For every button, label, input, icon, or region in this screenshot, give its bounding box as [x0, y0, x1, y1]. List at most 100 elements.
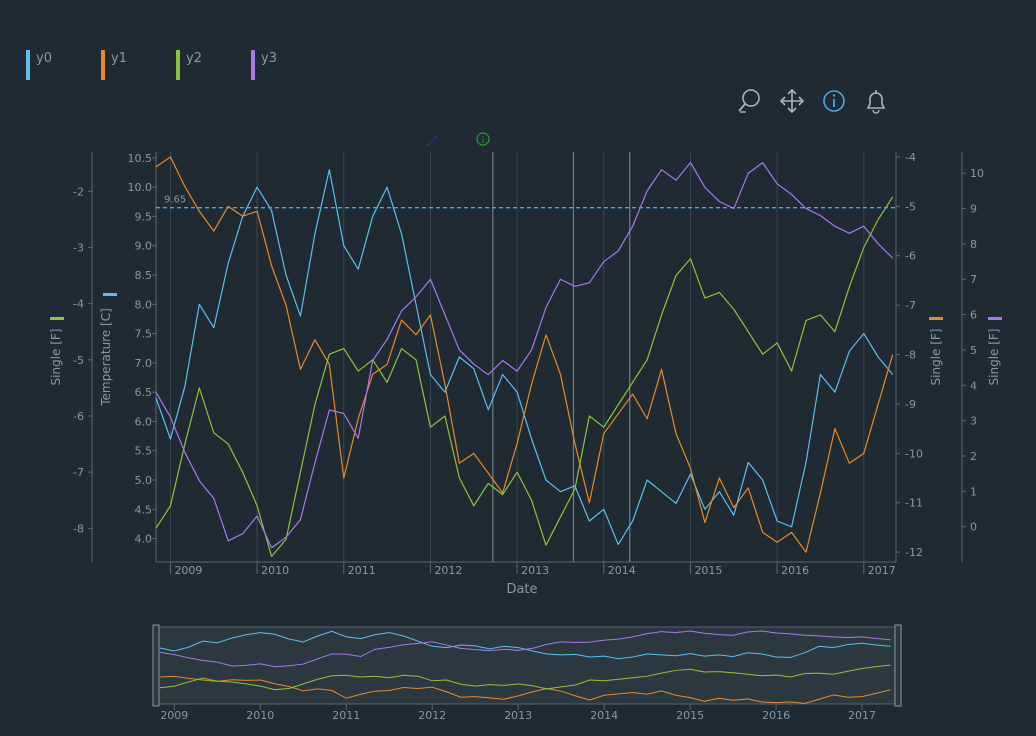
x-tick-label-2010: 2010: [261, 564, 289, 577]
axis-color-marker-y3: [988, 317, 1002, 320]
series-line-y0: [155, 168, 894, 546]
pan-icon[interactable]: [778, 87, 806, 115]
axis-title-y3: Single [F]: [987, 329, 1001, 386]
navigator-tick-label-2009: 2009: [160, 709, 188, 722]
tick-label-y1: -6: [905, 250, 916, 263]
axes: 4.0 4.5 5.0 5.5 6.0 6.5 7.0 7.5 8.0 8.5 9.0 9.5 10.0…: [49, 151, 1002, 562]
series-line-y1: [155, 156, 894, 553]
legend: y0 y1 y2 y3: [26, 50, 326, 80]
navigator-line-y1: [159, 675, 891, 704]
annotation-info-icon: [476, 132, 490, 146]
tick-label-y3: 8: [970, 238, 977, 251]
tick-label-y2: -8: [73, 522, 84, 535]
navigator-line-y3: [159, 630, 891, 668]
tick-label-y0: 7.5: [135, 328, 153, 341]
x-axis-title: Date: [506, 582, 537, 597]
tick-label-y0: 8.0: [135, 298, 153, 311]
legend-item-y0[interactable]: y0: [26, 50, 101, 80]
series-line-y3: [155, 162, 894, 549]
reference-line-group: 9.65: [156, 195, 896, 209]
legend-item-y2[interactable]: y2: [176, 50, 251, 80]
legend-swatch-y3: [251, 50, 255, 80]
toolbar: [736, 87, 904, 115]
axis-title-text-y2: Single [F]: [49, 329, 63, 386]
x-axis: 2009 2010 2011 2012 2013 2014 2015 2016 2017 Date: [156, 561, 896, 597]
legend-label-y3: y3: [261, 51, 277, 66]
axis-color-marker-y2: [50, 317, 64, 320]
tick-label-y3: 9: [970, 203, 977, 216]
tick-label-y0: 7.0: [135, 357, 153, 370]
x-tick-label-2016: 2016: [781, 564, 809, 577]
tick-label-y1: -5: [905, 200, 916, 213]
tick-label-y2: -5: [73, 354, 84, 367]
axis-title-text-y0: Temperature [C]: [99, 308, 113, 407]
tick-label-y1: -4: [905, 151, 916, 164]
navigator-tick-label-2015: 2015: [676, 709, 704, 722]
tick-label-y3: 5: [970, 344, 977, 357]
navigator-line-y0: [159, 630, 891, 660]
tick-label-y1: -12: [905, 546, 923, 559]
tick-label-y0: 10.0: [128, 181, 153, 194]
info-icon[interactable]: [820, 87, 848, 115]
legend-item-y3[interactable]: y3: [251, 50, 326, 80]
tick-label-y3: 1: [970, 485, 977, 498]
legend-swatch-y0: [26, 50, 30, 80]
tick-label-y3: 4: [970, 379, 977, 392]
tick-label-y3: 6: [970, 309, 977, 322]
navigator-tick-label-2013: 2013: [504, 709, 532, 722]
tick-label-y0: 9.5: [135, 210, 153, 223]
tick-label-y1: -8: [905, 349, 916, 362]
navigator-tick-label-2017: 2017: [848, 709, 876, 722]
navigator-tick-label-2010: 2010: [246, 709, 274, 722]
annotation-info-glyph: i: [482, 136, 485, 146]
x-tick-label-2012: 2012: [434, 564, 462, 577]
reference-line-label: 9.65: [164, 195, 186, 206]
series-lines: [155, 156, 894, 557]
tick-label-y1: -7: [905, 299, 916, 312]
navigator[interactable]: 2009 2010 2011 2012 2013 2014 2015 2016 2017: [152, 624, 902, 722]
x-tick-label-2017: 2017: [868, 564, 896, 577]
tick-label-y0: 5.5: [135, 445, 153, 458]
x-tick-label-2009: 2009: [174, 564, 202, 577]
tick-label-y3: 7: [970, 273, 977, 286]
axis-title-y0: Temperature [C]: [99, 308, 113, 407]
annotation-marker-icon: ⤢: [426, 133, 437, 149]
tick-label-y0: 4.0: [135, 533, 153, 546]
tick-label-y1: -10: [905, 447, 923, 460]
tick-label-y2: -4: [73, 298, 84, 311]
tick-label-y3: 0: [970, 521, 977, 534]
tick-label-y0: 6.0: [135, 415, 153, 428]
navigator-window: [155, 626, 899, 705]
tick-label-y0: 6.5: [135, 386, 153, 399]
annotation-markers: ⤢ i: [426, 132, 490, 149]
grid: [169, 152, 865, 562]
bell-icon[interactable]: [862, 87, 890, 115]
legend-label-y2: y2: [186, 51, 202, 66]
tick-label-y0: 4.5: [135, 503, 153, 516]
tick-label-y2: -6: [73, 410, 84, 423]
tick-label-y1: -11: [905, 497, 923, 510]
navigator-tick-label-2014: 2014: [590, 709, 618, 722]
tick-label-y2: -3: [73, 241, 84, 254]
x-tick-label-2013: 2013: [521, 564, 549, 577]
legend-item-y1[interactable]: y1: [101, 50, 176, 80]
tick-label-y0: 10.5: [128, 152, 153, 165]
axis-title-text-y1: Single [F]: [929, 329, 943, 386]
axis-title-y2: Single [F]: [49, 329, 63, 386]
tick-label-y3: 10: [970, 167, 984, 180]
navigator-handle-left: [152, 624, 160, 707]
x-tick-label-2011: 2011: [348, 564, 376, 577]
tick-label-y0: 9.0: [135, 240, 153, 253]
x-tick-label-2015: 2015: [694, 564, 722, 577]
tick-label-y3: 3: [970, 415, 977, 428]
x-tick-label-2014: 2014: [608, 564, 636, 577]
legend-label-y0: y0: [36, 51, 52, 66]
tick-label-y2: -2: [73, 185, 84, 198]
navigator-tick-label-2016: 2016: [762, 709, 790, 722]
navigator-handle-right: [894, 624, 902, 707]
zoom-icon[interactable]: [736, 87, 764, 115]
axis-color-marker-y1: [929, 317, 943, 320]
tick-label-y0: 8.5: [135, 269, 153, 282]
tick-label-y0: 5.0: [135, 474, 153, 487]
